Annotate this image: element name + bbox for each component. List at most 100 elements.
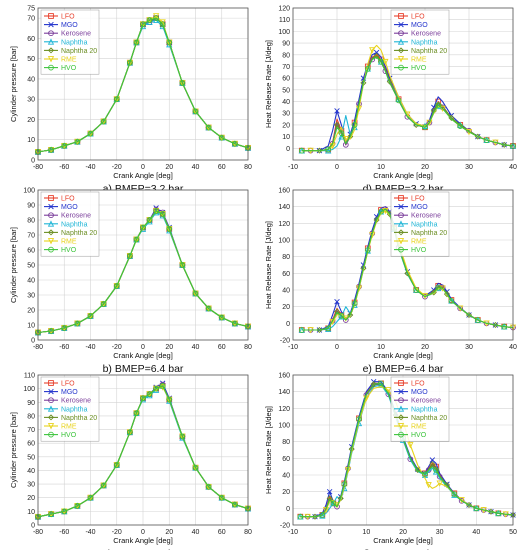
data-point: [395, 97, 402, 104]
data-point: [298, 147, 305, 154]
data-point: [74, 503, 81, 509]
data-point: [373, 52, 380, 59]
data-point: [179, 433, 186, 440]
legend-marker: [398, 431, 404, 438]
legend-label: Naphtha: [61, 221, 88, 228]
x-axis-label: Crank Angle [deg]: [373, 536, 433, 545]
legend-entry: MGO: [44, 203, 78, 211]
data-point: [113, 283, 120, 289]
y-tick-label: 80: [27, 218, 35, 225]
y-tick-label: 60: [27, 248, 35, 255]
data-point: [342, 136, 349, 143]
series-hvo: [35, 383, 251, 520]
legend-label: Naphtha 20: [61, 415, 97, 422]
legend-marker: [397, 414, 405, 421]
data-point: [159, 211, 166, 217]
x-tick-label: 60: [218, 344, 226, 351]
legend-marker: [47, 414, 55, 421]
data-point: [457, 123, 464, 129]
data-point: [364, 65, 371, 72]
data-point: [385, 387, 392, 394]
data-point: [429, 457, 436, 463]
y-tick-label: 0: [286, 506, 290, 513]
data-point: [205, 305, 212, 312]
legend-marker: [398, 21, 404, 28]
x-tick-label: -60: [59, 344, 69, 351]
legend-entry: LFO: [394, 380, 425, 388]
series-line: [301, 56, 514, 152]
data-point: [334, 298, 340, 305]
legend-marker: [47, 238, 55, 245]
data-point: [179, 262, 186, 268]
data-point: [325, 147, 332, 154]
data-point: [192, 464, 199, 471]
x-tick-label: 80: [244, 529, 252, 536]
data-point: [414, 466, 421, 474]
legend-entry: MGO: [394, 203, 428, 211]
legend-entry: RME: [44, 238, 77, 246]
data-point: [218, 314, 225, 321]
legend-label: MGO: [411, 22, 428, 29]
data-point: [166, 396, 173, 403]
x-tick-label: -20: [112, 164, 122, 171]
legend-label: Naphtha 20: [61, 230, 97, 237]
data-point: [473, 505, 480, 512]
plot-frame: [37, 374, 249, 526]
legend-entry: HVO: [44, 64, 77, 72]
y-tick-label: 100: [23, 386, 35, 393]
legend-entry: LFO: [44, 13, 75, 21]
legend-label: LFO: [61, 196, 75, 203]
legend-label: LFO: [61, 14, 75, 21]
y-tick-label: 0: [286, 146, 290, 153]
y-tick-label: 20: [27, 495, 35, 502]
y-tick-label: 100: [278, 238, 290, 245]
legend-entry: Naphtha 20: [44, 47, 97, 55]
data-point: [436, 480, 443, 487]
x-tick-label: 40: [192, 164, 200, 171]
data-point: [127, 59, 133, 66]
data-point: [382, 58, 389, 66]
x-tick-label: -10: [288, 344, 298, 351]
legend-label: RME: [411, 57, 427, 64]
y-tick-label: 100: [278, 29, 290, 36]
data-point: [159, 21, 166, 28]
data-point: [48, 328, 54, 334]
x-tick-label: 20: [421, 164, 429, 171]
legend-label: Kerosene: [411, 31, 441, 38]
legend-label: HVO: [61, 247, 77, 254]
legend-label: Naphtha: [61, 406, 88, 413]
chart-panel-b: -80 -60 -40 -20 0 20 40 60 80 0 10 20 30 40 50 60 70 80 90…: [9, 188, 252, 376]
y-axis-label: Heat Release Rate [J/deg]: [264, 221, 273, 309]
y-tick-label: 160: [278, 188, 290, 195]
x-tick-label: 20: [421, 344, 429, 351]
y-tick-label: 0: [31, 338, 35, 345]
data-point: [133, 39, 140, 46]
legend-entry: HVO: [394, 431, 427, 439]
legend-entry: LFO: [44, 195, 75, 203]
x-tick-label: -40: [85, 529, 95, 536]
x-tick-label: 20: [399, 529, 407, 536]
legend-marker: [398, 397, 404, 404]
y-tick-label: 50: [27, 56, 35, 63]
legend-entry: MGO: [44, 21, 78, 29]
data-point: [370, 381, 377, 388]
y-tick-label: -20: [280, 523, 290, 530]
legend-entry: RME: [394, 238, 427, 246]
panel-caption: f) BMEP=9.7 bar: [364, 548, 442, 550]
legend-label: Kerosene: [61, 213, 91, 220]
x-tick-label: -40: [85, 164, 95, 171]
y-tick-label: 60: [282, 271, 290, 278]
legend-marker: [398, 388, 404, 395]
legend-entry: Naphtha 20: [394, 229, 447, 237]
legend-marker: [397, 56, 405, 63]
y-tick-label: 50: [27, 454, 35, 461]
y-tick-label: 30: [27, 97, 35, 104]
legend-marker: [48, 246, 54, 253]
y-tick-label: 60: [282, 456, 290, 463]
x-tick-label: -80: [33, 164, 43, 171]
legend-marker: [47, 405, 55, 412]
legend-entry: RME: [44, 56, 77, 64]
y-tick-label: 80: [282, 52, 290, 59]
